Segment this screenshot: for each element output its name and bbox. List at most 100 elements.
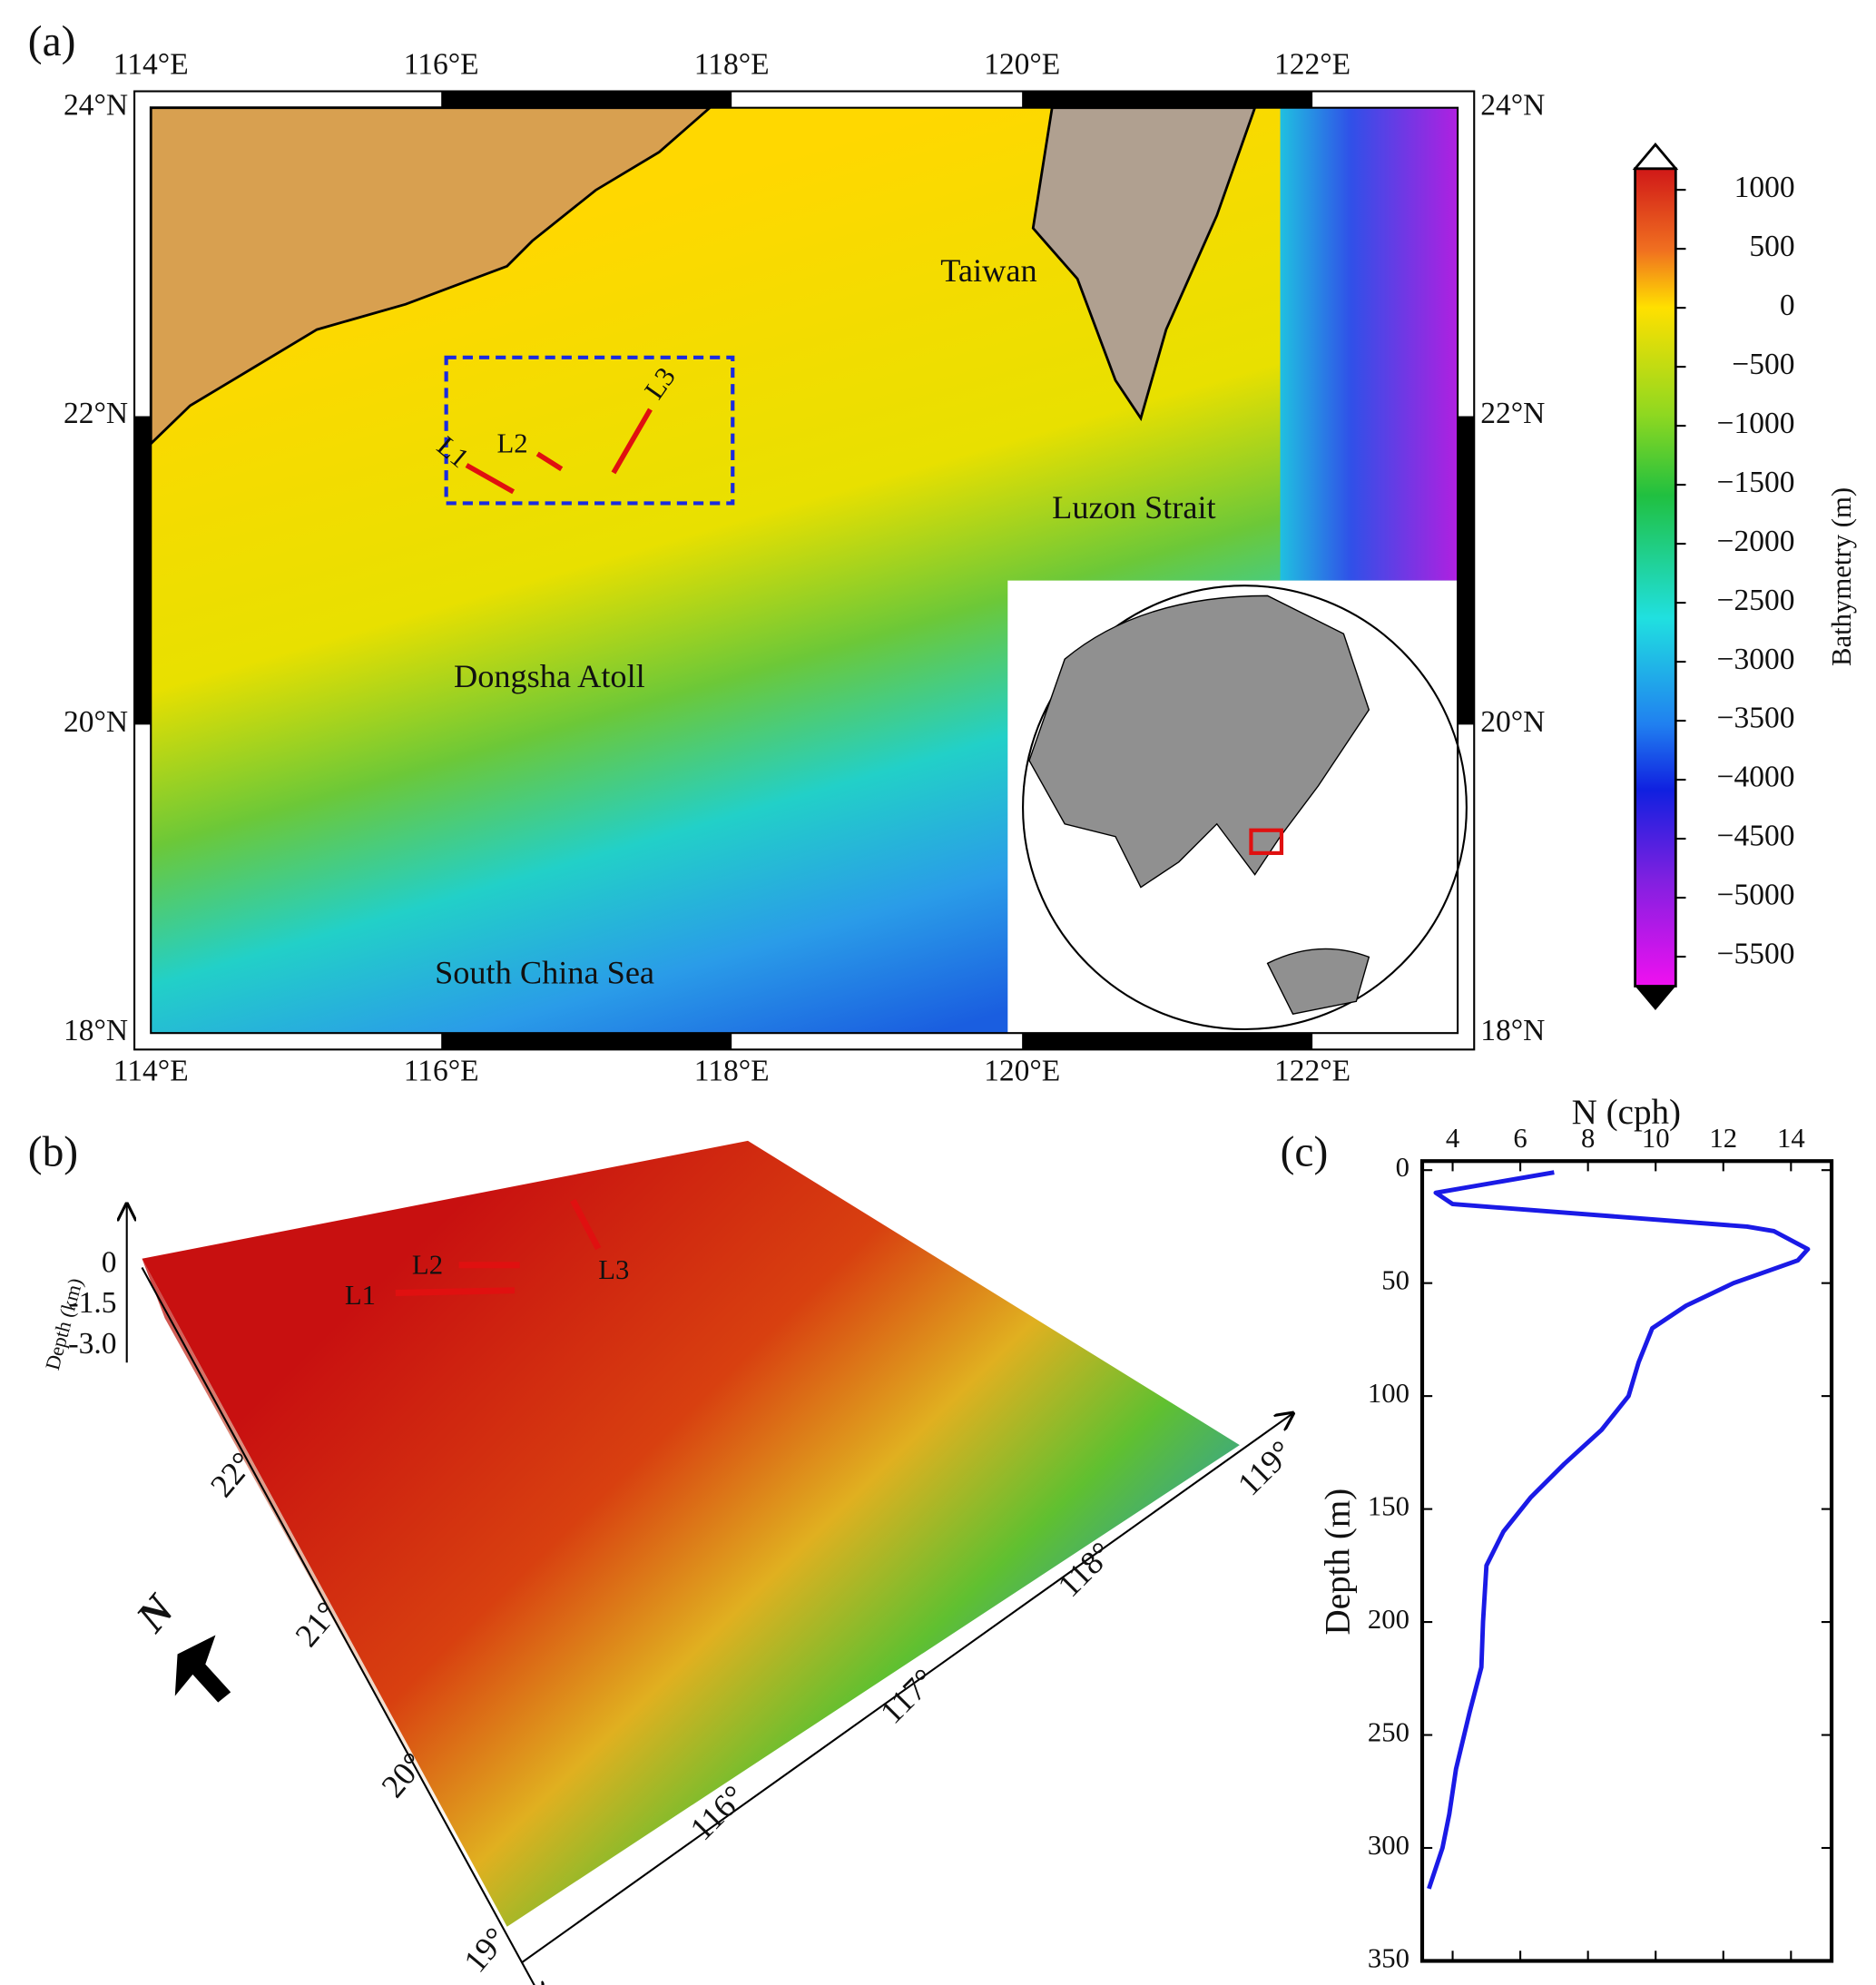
x-tick-label: 114°E <box>113 48 189 82</box>
colorbar-title: Bathymetry (m) <box>1826 487 1857 666</box>
x-tick-label: 116°E <box>404 1055 479 1088</box>
y-tick-label: 20°N <box>1480 705 1545 739</box>
map-panel: (a) L1 L2 L3 Taiwan Luzon Strait Dongsha… <box>28 18 1857 1087</box>
y-tick-label: 24°N <box>1480 88 1545 122</box>
colorbar-tick-label: 500 <box>1749 230 1794 263</box>
colorbar-bar <box>1634 167 1677 988</box>
x-tick-label: 118°E <box>694 48 770 82</box>
line-l3 <box>570 1198 602 1251</box>
place-label: South China Sea <box>435 955 654 991</box>
plot-frame <box>1419 1159 1834 1963</box>
depth-tick-label: 0 <box>102 1245 117 1279</box>
y-axis-label: Depth (m) <box>1319 1489 1358 1636</box>
line-l1 <box>465 463 516 495</box>
y-tick-label: 100 <box>1368 1378 1409 1409</box>
frame-bar <box>1022 91 1313 108</box>
x-tick-label: 14 <box>1777 1123 1805 1154</box>
colorbar-tick-label: −4500 <box>1717 820 1795 853</box>
region-box <box>1249 828 1284 855</box>
australia <box>1266 948 1370 1016</box>
line-l1 <box>395 1287 516 1296</box>
frame-bar <box>441 91 732 108</box>
taiwan <box>1031 106 1257 422</box>
line-label: L3 <box>598 1254 629 1285</box>
y-tick-label: 350 <box>1368 1943 1409 1974</box>
x-tick-label: 116°E <box>404 48 479 82</box>
line-l3 <box>611 408 653 475</box>
colorbar-tick-label: −1500 <box>1717 466 1795 499</box>
frame-bar <box>1458 416 1475 725</box>
y-tick-label: 22°N <box>64 397 128 430</box>
y-tick-label: 18°N <box>1480 1014 1545 1047</box>
north-label: N <box>127 1586 185 1642</box>
line-l2 <box>535 451 564 472</box>
colorbar-bottom <box>1635 986 1676 1011</box>
deep-basin <box>1280 107 1459 581</box>
colorbar-tick-label: 0 <box>1780 289 1795 322</box>
y-tick-label: 300 <box>1368 1830 1409 1861</box>
profile-line <box>1427 1170 1811 1890</box>
y-tick-label: 0 <box>1396 1152 1409 1183</box>
x-tick-label: 122°E <box>1274 1055 1351 1088</box>
colorbar-tick-label: −4000 <box>1717 761 1795 794</box>
panel-label: (c) <box>1281 1129 1329 1176</box>
y-tick-label: 18°N <box>64 1014 128 1047</box>
y-tick-label: 20°N <box>64 705 128 739</box>
x-tick-label: 122°E <box>1274 48 1351 82</box>
place-label: Dongsha Atoll <box>454 658 645 694</box>
x-tick-label: 6 <box>1513 1123 1527 1154</box>
lat-axis <box>141 1267 542 1985</box>
line-label: L2 <box>412 1250 443 1281</box>
x-axis-label: N (cph) <box>1572 1093 1682 1132</box>
colorbar-tick-label: −1000 <box>1717 407 1795 440</box>
map-axes: 114°E 114°E 116°E 116°E 118°E 118°E 120°E 120°E… <box>64 48 1545 1088</box>
x-tick-label: 8 <box>1581 1123 1595 1154</box>
x-tick-label: 10 <box>1642 1123 1670 1154</box>
asia <box>1028 595 1370 889</box>
colorbar-tick-label: −5000 <box>1717 879 1795 912</box>
y-tick-label: 150 <box>1368 1491 1409 1522</box>
y-tick-label: 24°N <box>64 88 128 122</box>
colorbar-tick-label: 1000 <box>1734 171 1795 204</box>
lon-axis <box>521 1413 1292 1963</box>
panel-label: (b) <box>28 1129 78 1176</box>
y-tick-label: 50 <box>1381 1265 1409 1296</box>
colorbar: Bathymetry (m) 1000 500 0 −500 −1000 −1500 −20… <box>1632 142 1857 1011</box>
lat-tick-label: 19° <box>457 1921 514 1980</box>
relief-surface <box>142 1140 1240 1927</box>
frame-bar <box>441 1033 732 1050</box>
x-tick-label: 118°E <box>694 1055 770 1088</box>
north-arrow <box>174 1635 231 1703</box>
x-tick-label: 114°E <box>113 1055 189 1088</box>
side-wall <box>142 1258 533 1978</box>
depth-tick-label: -1.5 <box>69 1286 117 1320</box>
x-tick-label: 120°E <box>984 1055 1060 1088</box>
panel-label: (a) <box>28 18 76 65</box>
x-tick-label: 4 <box>1446 1123 1459 1154</box>
colorbar-tick-label: −3000 <box>1717 643 1795 676</box>
line-label: L1 <box>345 1280 376 1311</box>
place-label: Luzon Strait <box>1052 489 1215 526</box>
x-tick-label: 12 <box>1709 1123 1737 1154</box>
colorbar-top <box>1632 142 1679 171</box>
y-tick-label: 250 <box>1368 1717 1409 1748</box>
line-label: L2 <box>497 428 528 459</box>
china-coast <box>149 106 713 447</box>
frame-bar <box>134 416 152 725</box>
colorbar-tick-label: −3500 <box>1717 702 1795 735</box>
lon-tick-label: 119° <box>1231 1433 1300 1502</box>
depth-tick-label: -3.0 <box>69 1327 117 1361</box>
y-tick-label: 200 <box>1368 1604 1409 1635</box>
x-tick-label: 120°E <box>984 48 1060 82</box>
inset-globe <box>1007 580 1468 1034</box>
place-label: Taiwan <box>940 252 1036 289</box>
frame-bar <box>1022 1033 1313 1050</box>
colorbar-tick-label: −2000 <box>1717 525 1795 558</box>
colorbar-tick-label: −2500 <box>1717 584 1795 617</box>
y-tick-label: 22°N <box>1480 397 1545 430</box>
colorbar-tick-label: −5500 <box>1717 938 1795 971</box>
profile-panel: (c) N (cph) Depth (m) 4 6 8 10 12 14 0 50 100 150… <box>1281 1093 1834 1974</box>
colorbar-tick-label: −500 <box>1732 348 1794 381</box>
study-box <box>444 355 735 506</box>
